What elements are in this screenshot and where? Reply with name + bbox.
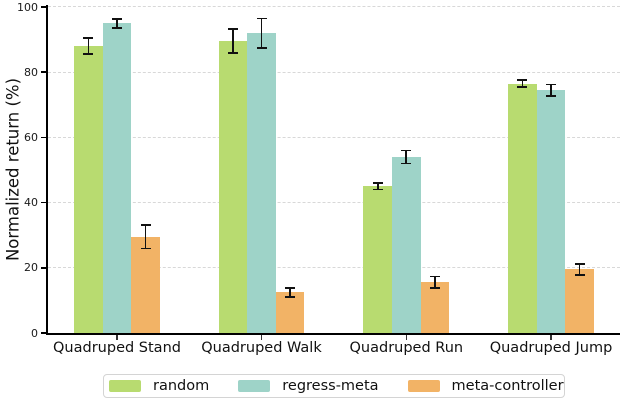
error-bar-meta-controller-1 xyxy=(289,287,291,297)
y-tick-label-100: 100 xyxy=(17,0,38,14)
y-tick-100 xyxy=(41,6,46,8)
gridline-40 xyxy=(48,202,620,203)
error-cap-top-random-2 xyxy=(372,182,383,184)
legend-label-regress-meta: regress-meta xyxy=(282,378,379,394)
legend-item-regress-meta: regress-meta xyxy=(238,378,379,394)
error-bar-meta-controller-2 xyxy=(434,276,436,289)
bar-random-2 xyxy=(363,186,392,333)
bar-meta-controller-2 xyxy=(420,282,450,333)
error-cap-bottom-random-3 xyxy=(517,85,528,88)
y-tick-label-60: 60 xyxy=(24,130,38,144)
x-tick-1 xyxy=(260,335,263,340)
error-cap-bottom-random-2 xyxy=(372,188,383,191)
error-bar-random-2 xyxy=(376,183,379,190)
error-cap-bottom-regress-meta-2 xyxy=(401,162,412,165)
bar-random-1 xyxy=(218,41,248,333)
error-bar-regress-meta-0 xyxy=(116,18,118,28)
bar-regress-meta-3 xyxy=(536,90,566,333)
legend-label-random: random xyxy=(153,378,210,394)
error-cap-bottom-regress-meta-0 xyxy=(112,26,122,29)
error-cap-bottom-meta-controller-2 xyxy=(429,287,440,290)
error-cap-top-random-1 xyxy=(227,28,238,31)
bar-regress-meta-2 xyxy=(392,156,421,333)
y-tick-label-20: 20 xyxy=(24,261,38,275)
bar-random-0 xyxy=(74,46,103,333)
x-tick-2 xyxy=(405,335,408,340)
error-cap-bottom-random-1 xyxy=(227,52,238,55)
legend-swatch-random xyxy=(109,380,141,392)
error-bar-random-3 xyxy=(521,80,524,87)
bar-meta-controller-0 xyxy=(131,236,160,333)
error-cap-bottom-meta-controller-1 xyxy=(285,295,296,298)
error-cap-top-meta-controller-0 xyxy=(140,224,151,226)
y-axis-spine xyxy=(46,5,48,335)
bar-meta-controller-3 xyxy=(565,269,594,333)
legend: random regress-meta meta-controller xyxy=(103,374,565,398)
x-tick-label-1: Quadruped Walk xyxy=(201,340,322,356)
error-bar-regress-meta-1 xyxy=(260,18,263,48)
error-cap-bottom-meta-controller-3 xyxy=(574,274,585,276)
error-bar-regress-meta-3 xyxy=(550,84,552,96)
error-cap-top-regress-meta-3 xyxy=(546,83,556,86)
y-tick-60 xyxy=(41,136,46,139)
error-bar-random-1 xyxy=(232,29,234,54)
x-tick-label-3: Quadruped Jump xyxy=(489,340,613,356)
y-tick-40 xyxy=(41,201,46,204)
error-bar-meta-controller-0 xyxy=(144,225,147,249)
legend-item-random: random xyxy=(109,379,209,393)
bar-regress-meta-1 xyxy=(247,33,276,333)
gridline-100 xyxy=(48,6,620,8)
x-tick-label-0: Quadruped Stand xyxy=(53,340,181,356)
error-cap-bottom-meta-controller-0 xyxy=(140,247,151,250)
error-cap-bottom-random-0 xyxy=(83,53,94,56)
y-tick-label-40: 40 xyxy=(24,196,38,210)
error-cap-top-meta-controller-2 xyxy=(429,275,440,278)
x-tick-0 xyxy=(116,335,118,340)
error-cap-top-regress-meta-2 xyxy=(401,149,412,152)
gridline-60 xyxy=(48,136,620,138)
legend-label-meta-controller: meta-controller xyxy=(451,378,564,394)
legend-item-meta-controller: meta-controller xyxy=(407,378,564,394)
gridline-20 xyxy=(48,267,620,269)
bar-meta-controller-1 xyxy=(275,292,305,333)
x-axis-spine xyxy=(46,333,620,335)
legend-swatch-regress-meta xyxy=(238,380,271,392)
error-bar-meta-controller-3 xyxy=(578,263,581,275)
error-cap-bottom-regress-meta-1 xyxy=(256,46,267,49)
error-cap-bottom-regress-meta-3 xyxy=(546,94,556,97)
y-tick-label-80: 80 xyxy=(24,65,38,79)
y-tick-80 xyxy=(41,71,46,73)
x-tick-label-2: Quadruped Run xyxy=(349,340,464,356)
error-bar-regress-meta-2 xyxy=(405,150,408,164)
error-cap-top-meta-controller-3 xyxy=(574,262,585,265)
error-bar-random-0 xyxy=(87,37,90,55)
gridline-80 xyxy=(48,71,620,73)
y-axis-title: Normalized return (%) xyxy=(3,77,23,262)
error-cap-top-random-0 xyxy=(83,37,94,39)
x-tick-3 xyxy=(550,335,552,340)
y-tick-20 xyxy=(41,267,46,269)
y-tick-0 xyxy=(41,332,46,334)
y-tick-label-0: 0 xyxy=(31,326,38,340)
error-cap-top-regress-meta-0 xyxy=(112,17,122,20)
legend-swatch-meta-controller xyxy=(407,380,440,392)
error-cap-top-random-3 xyxy=(517,79,528,82)
bar-regress-meta-0 xyxy=(102,23,132,333)
error-cap-top-meta-controller-1 xyxy=(285,286,296,289)
error-cap-top-regress-meta-1 xyxy=(256,17,267,20)
bar-random-3 xyxy=(508,83,537,333)
